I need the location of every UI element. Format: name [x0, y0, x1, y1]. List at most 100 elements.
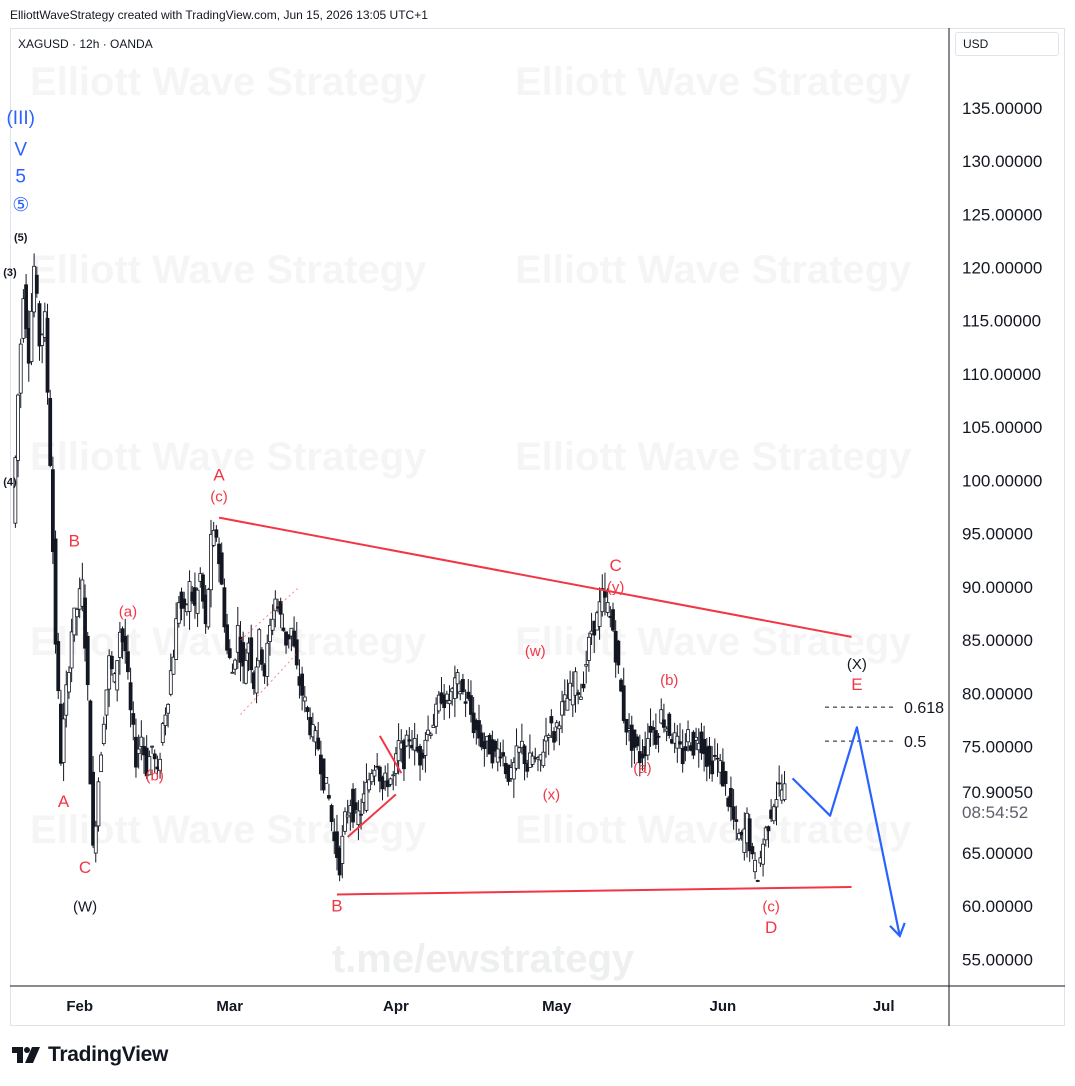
wave-label: D [765, 918, 777, 937]
wave-label: (w) [525, 643, 546, 660]
candle-body [150, 745, 154, 748]
watermark-layer: Elliott Wave Strategy Elliott Wave Strate… [30, 60, 912, 981]
candle-body [557, 725, 562, 730]
wave-label: (X) [847, 656, 867, 673]
candle-body [402, 740, 406, 770]
watermark-text: Elliott Wave Strategy [515, 248, 912, 292]
currency-selector[interactable]: USD [955, 32, 1059, 56]
candle-body [576, 692, 581, 695]
candle-body [560, 701, 564, 716]
candle-body [447, 700, 452, 705]
candle-body [442, 694, 447, 709]
candle-body [83, 597, 87, 649]
candle-body [305, 707, 310, 712]
candle-body [423, 739, 428, 756]
candle-body [128, 682, 133, 711]
candle-body [56, 641, 61, 692]
small-triangle-line [378, 735, 403, 774]
candle-body [53, 538, 58, 645]
wave-label: B [69, 531, 80, 550]
watermark-link: t.me/ewstrategy [332, 937, 635, 981]
candle-body [29, 310, 34, 362]
time-axis-tick-label: Jul [873, 998, 895, 1015]
candle-body [517, 747, 522, 753]
candle-body [182, 598, 187, 609]
price-axis[interactable]: 135.00000 130.00000 125.00000 120.00000 115.… [962, 99, 1042, 970]
wave-label: (3) [3, 267, 17, 279]
price-axis-tick-label: 135.00000 [962, 99, 1042, 118]
watermark-text: Elliott Wave Strategy [30, 248, 427, 292]
candle-body [763, 827, 768, 841]
candle-body [353, 802, 358, 811]
candle-body [160, 723, 165, 743]
tradingview-logo[interactable]: TradingView [12, 1043, 168, 1067]
candle-body [766, 826, 771, 832]
candle-body [723, 771, 728, 784]
wave-label: ⑤ [12, 195, 29, 216]
fib-level-label: 0.618 [904, 700, 944, 717]
candle-body [85, 635, 90, 686]
candle-body [136, 748, 141, 754]
candle-body [91, 771, 95, 846]
time-axis-tick-label: May [542, 998, 572, 1015]
wave-label: V [14, 140, 27, 161]
candle-body [616, 640, 621, 666]
candles-layer [13, 253, 787, 883]
candle-body [383, 772, 388, 782]
fib-level-label: 0.5 [904, 734, 926, 751]
candle-body [463, 701, 468, 704]
wave-label: (x) [543, 787, 561, 804]
axis-layer: Feb Mar Apr May Jun Jul [10, 28, 1065, 1026]
candle-body [16, 394, 20, 461]
candle-body [294, 639, 299, 666]
candle-body [356, 810, 361, 826]
candle-body [369, 773, 374, 783]
wave-label: (b) [146, 768, 164, 785]
drawings-layer: 0.618 0.5 [218, 516, 944, 939]
candle-body [584, 664, 589, 667]
candle-body [211, 530, 216, 546]
candle-body [152, 753, 157, 760]
candle-body [117, 631, 122, 658]
dotted-channel-line [240, 586, 300, 641]
candle-body [656, 735, 661, 738]
candle-body [243, 660, 248, 684]
candle-body [109, 655, 114, 670]
candle-body [530, 755, 535, 765]
candle-body [683, 746, 688, 751]
candle-body [691, 731, 696, 756]
candle-body [554, 722, 559, 728]
candle-body [479, 732, 484, 748]
time-axis-tick-label: Mar [216, 998, 243, 1015]
candle-body [222, 587, 227, 628]
candle-body [501, 752, 506, 757]
bar-countdown: 08:54:52 [962, 803, 1028, 822]
price-axis-tick-label: 85.00000 [962, 631, 1033, 650]
candle-body [324, 777, 329, 784]
brand-name: TradingView [48, 1043, 169, 1066]
candle-body [605, 602, 610, 613]
candle-body [678, 741, 682, 745]
candle-body [147, 756, 152, 776]
price-axis-tick-label: 80.00000 [962, 684, 1033, 703]
candle-body [254, 666, 259, 694]
candle-body [712, 755, 717, 757]
candle-body [680, 747, 685, 765]
candle-body [734, 819, 739, 822]
candle-body [428, 733, 433, 736]
candle-body [715, 757, 720, 760]
candle-body [519, 740, 524, 749]
candle-body [621, 685, 626, 721]
watermark-text: Elliott Wave Strategy [30, 435, 427, 479]
candle-body [651, 727, 656, 731]
wave-label: A [58, 792, 70, 811]
candle-body [96, 781, 101, 827]
candle-body [225, 624, 229, 651]
candle-body [562, 694, 567, 702]
candle-body [452, 677, 457, 699]
candle-body [48, 398, 53, 466]
candle-body [281, 627, 286, 631]
candle-body [611, 609, 615, 631]
candle-body [107, 655, 112, 690]
